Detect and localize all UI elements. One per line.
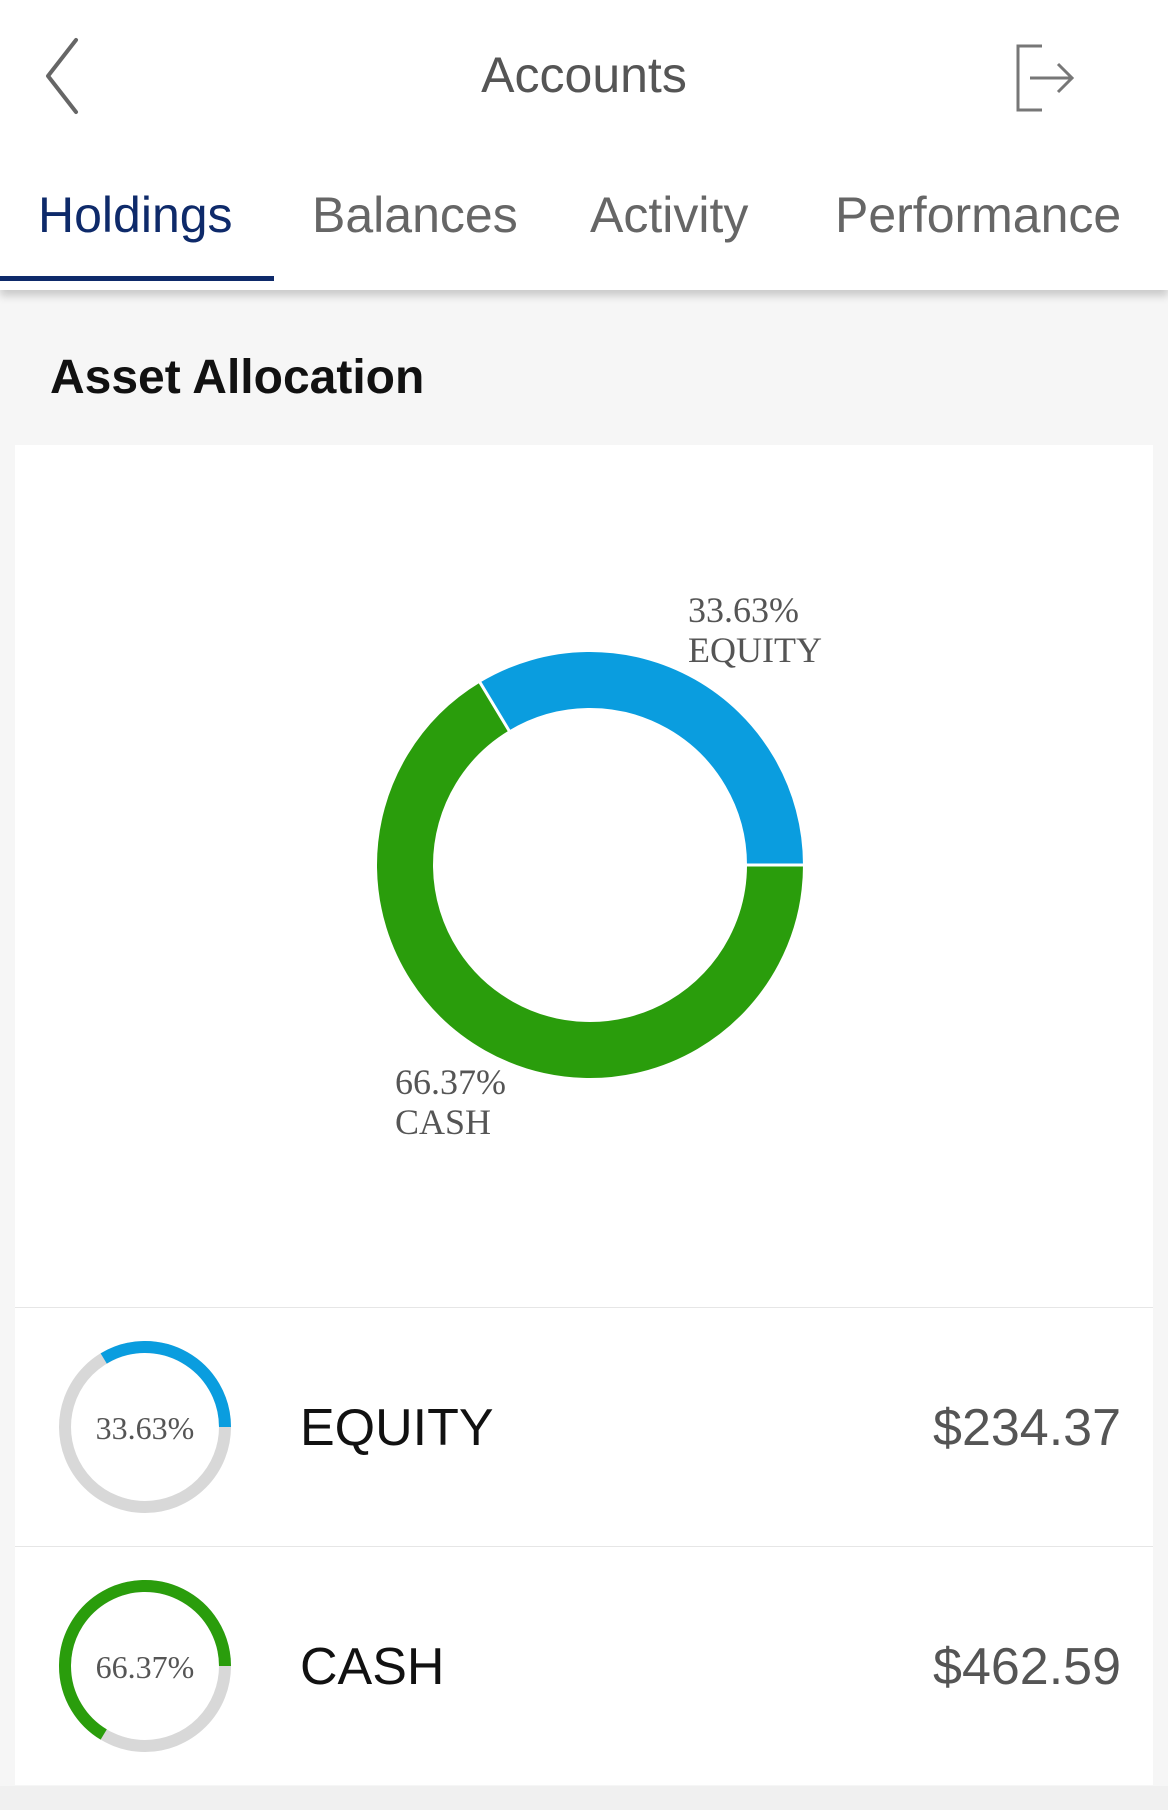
tab-balances[interactable]: Balances <box>312 187 518 243</box>
donut-slice-equity <box>480 652 803 866</box>
donut-separator <box>478 680 511 733</box>
holding-name: EQUITY <box>300 1399 494 1457</box>
equity-chart-label: 33.63% EQUITY <box>688 590 822 670</box>
equity-mini-donut-svg: 33.63% <box>59 1341 231 1513</box>
holding-value: $462.59 <box>933 1638 1121 1696</box>
tab-performance[interactable]: Performance <box>835 187 1122 243</box>
equity-chart-name: EQUITY <box>688 630 822 670</box>
back-button[interactable] <box>38 36 98 116</box>
tab-holdings[interactable]: Holdings <box>38 187 233 243</box>
cash-chart-percent: 66.37% <box>395 1062 506 1102</box>
cash-chart-name: CASH <box>395 1102 492 1142</box>
active-tab-indicator <box>0 276 274 281</box>
tab-activity[interactable]: Activity <box>590 187 749 243</box>
page-title: Accounts <box>481 47 687 103</box>
chevron-left-icon <box>46 38 78 114</box>
allocation-chart-card: 33.63% EQUITY 66.37% CASH <box>15 445 1153 1307</box>
gauge-fill <box>100 1341 231 1428</box>
holding-name: CASH <box>300 1638 445 1696</box>
gauge-fill <box>59 1580 231 1740</box>
bottom-strip <box>0 1786 1168 1810</box>
holding-row-equity[interactable]: 33.63% EQUITY $234.37 <box>15 1307 1153 1546</box>
donut-slice-cash <box>377 682 803 1078</box>
equity-mini-donut: 33.63% <box>55 1337 235 1517</box>
cash-mini-donut-svg: 66.37% <box>59 1580 231 1752</box>
cash-chart-label: 66.37% CASH <box>395 1062 506 1142</box>
gauge-percent-label: 66.37% <box>96 1649 195 1685</box>
cash-mini-donut: 66.37% <box>55 1576 235 1756</box>
equity-chart-percent: 33.63% <box>688 590 799 630</box>
logout-icon <box>1016 44 1075 112</box>
holding-value: $234.37 <box>933 1399 1121 1457</box>
holding-row-cash[interactable]: 66.37% CASH $462.59 <box>15 1546 1153 1785</box>
logout-button[interactable] <box>1010 42 1080 114</box>
gauge-percent-label: 33.63% <box>96 1410 195 1446</box>
section-title: Asset Allocation <box>50 351 425 404</box>
app-header: Accounts Holdings Balances Activity Perf… <box>0 0 1168 290</box>
allocation-donut-chart <box>377 652 804 1078</box>
